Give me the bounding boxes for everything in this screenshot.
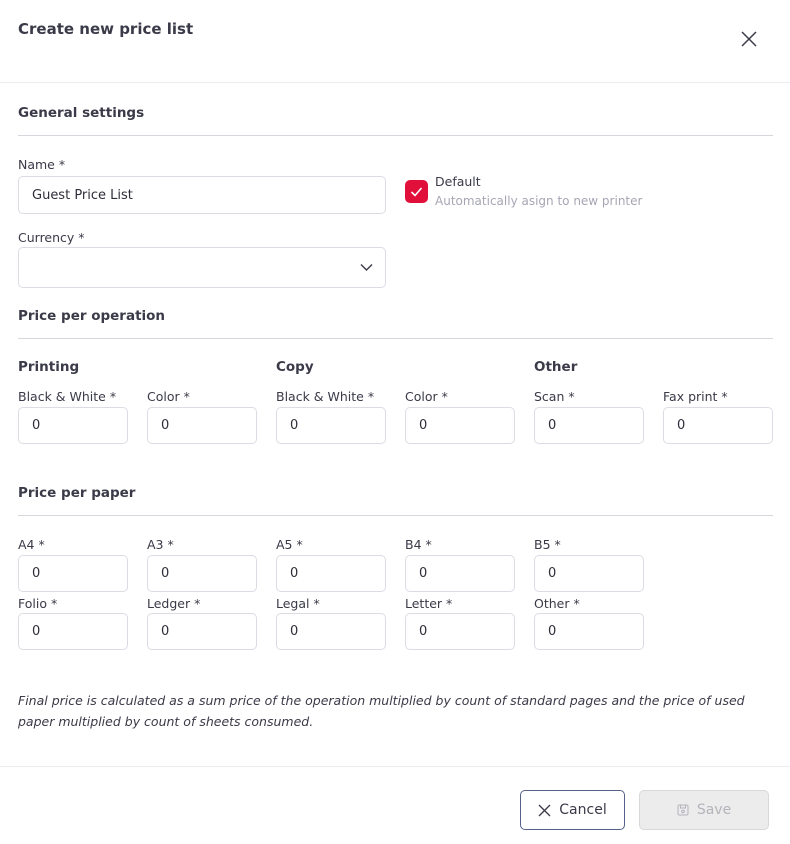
other-scan-label: Scan * [534, 389, 575, 404]
paper-a5-input[interactable]: 0 [276, 555, 386, 592]
save-button[interactable]: Save [639, 790, 769, 830]
paper-a5-label: A5 * [276, 537, 303, 552]
paper-folio-label: Folio * [18, 596, 58, 611]
close-icon[interactable] [738, 28, 760, 50]
paper-a4-input[interactable]: 0 [18, 555, 128, 592]
printing-black-white-label: Black & White * [18, 389, 117, 404]
default-label: Default [435, 174, 481, 189]
price-per-paper-title: Price per paper [18, 485, 136, 501]
paper-folio-input[interactable]: 0 [18, 613, 128, 650]
paper-letter-input[interactable]: 0 [405, 613, 515, 650]
other-fax-print-input[interactable]: 0 [663, 407, 773, 444]
header-divider [0, 82, 790, 83]
other-scan-input[interactable]: 0 [534, 407, 644, 444]
paper-b4-input[interactable]: 0 [405, 555, 515, 592]
footer-divider [0, 766, 790, 767]
group-title-printing: Printing [18, 359, 80, 375]
printing-color-label: Color * [147, 389, 190, 404]
cancel-label: Cancel [559, 802, 607, 818]
printing-black-white-input[interactable]: 0 [18, 407, 128, 444]
copy-black-white-input[interactable]: 0 [276, 407, 386, 444]
printing-color-input[interactable]: 0 [147, 407, 257, 444]
group-title-copy: Copy [276, 359, 314, 375]
paper-letter-label: Letter * [405, 596, 453, 611]
paper-ledger-label: Ledger * [147, 596, 201, 611]
paper-ledger-input[interactable]: 0 [147, 613, 257, 650]
default-hint: Automatically asign to new printer [435, 194, 643, 208]
name-input[interactable]: Guest Price List [18, 176, 386, 214]
dialog-title: Create new price list [18, 20, 194, 38]
currency-label: Currency * [18, 230, 85, 245]
currency-select[interactable] [18, 247, 386, 288]
paper-b5-label: B5 * [534, 537, 561, 552]
general-settings-title: General settings [18, 105, 145, 121]
paper-a3-input[interactable]: 0 [147, 555, 257, 592]
divider [18, 338, 773, 339]
paper-other-label: Other * [534, 596, 580, 611]
paper-b4-label: B4 * [405, 537, 432, 552]
paper-b5-input[interactable]: 0 [534, 555, 644, 592]
price-per-operation-title: Price per operation [18, 308, 166, 324]
checkmark-icon [410, 187, 423, 197]
divider [18, 515, 773, 516]
save-icon [677, 804, 689, 816]
copy-color-label: Color * [405, 389, 448, 404]
group-title-other: Other [534, 359, 578, 375]
copy-black-white-label: Black & White * [276, 389, 375, 404]
divider [18, 135, 773, 136]
cancel-button[interactable]: Cancel [520, 790, 625, 830]
other-fax-print-label: Fax print * [663, 389, 728, 404]
save-label: Save [696, 802, 732, 818]
paper-a3-label: A3 * [147, 537, 174, 552]
paper-a4-label: A4 * [18, 537, 45, 552]
paper-legal-label: Legal * [276, 596, 320, 611]
chevron-down-icon [360, 264, 373, 271]
name-label: Name * [18, 157, 66, 172]
paper-other-input[interactable]: 0 [534, 613, 644, 650]
paper-legal-input[interactable]: 0 [276, 613, 386, 650]
close-icon [538, 804, 551, 816]
copy-color-input[interactable]: 0 [405, 407, 515, 444]
default-checkbox[interactable] [405, 180, 428, 203]
price-note: Final price is calculated as a sum price… [18, 693, 745, 729]
